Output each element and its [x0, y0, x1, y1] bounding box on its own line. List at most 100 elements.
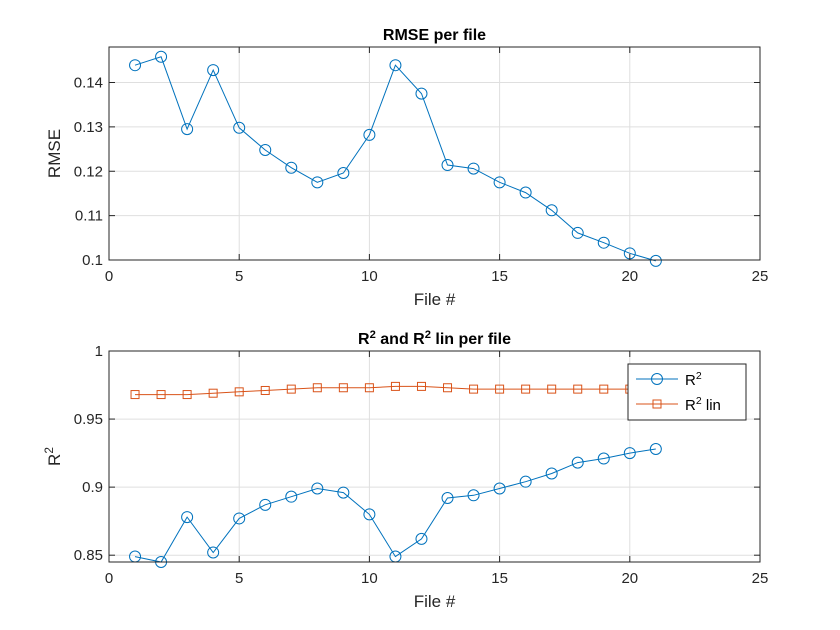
x-axis-label: File #: [414, 592, 456, 611]
data-point: [599, 384, 609, 394]
y-tick-label: 0.85: [74, 547, 103, 564]
x-tick-label: 25: [752, 570, 769, 587]
chart-title: R2 and R2 lin per file: [358, 329, 511, 348]
chart-title-part: R: [358, 331, 370, 348]
data-point: [208, 388, 218, 398]
data-point: [441, 159, 454, 172]
data-point: [312, 383, 322, 393]
x-axis-label: File #: [414, 290, 456, 309]
axes-box: [108, 46, 761, 261]
data-point: [286, 384, 296, 394]
x-tick-label: 20: [621, 268, 638, 285]
data-point: [467, 162, 480, 175]
data-point: [311, 482, 324, 495]
x-tick-label: 10: [361, 268, 378, 285]
data-point: [493, 482, 506, 495]
legend-swatch-marker: [652, 399, 662, 409]
data-point: [182, 390, 192, 400]
legend-entry-label-part: R: [685, 397, 696, 414]
y-tick-label: 0.95: [74, 411, 103, 428]
data-point: [155, 50, 168, 63]
data-point: [519, 186, 532, 199]
y-tick-label: 0.12: [74, 163, 103, 180]
data-point: [363, 128, 376, 141]
legend-swatch-marker: [651, 373, 663, 385]
chart-title-part: and R: [376, 331, 425, 348]
legend-entry-label-part: 2: [696, 370, 702, 382]
legend-entry-label: R2: [685, 370, 702, 389]
x-tick-label: 20: [621, 570, 638, 587]
y-tick-label: 0.1: [82, 252, 103, 269]
chart-title-part: 2: [425, 329, 431, 341]
x-tick-label: 25: [752, 268, 769, 285]
data-point: [181, 511, 194, 524]
data-point: [259, 143, 272, 156]
data-point: [649, 443, 662, 456]
y-axis-label-part: R: [45, 454, 64, 466]
data-point: [443, 383, 453, 393]
series-0-line: [134, 56, 656, 262]
data-point: [285, 490, 298, 503]
chart-title: RMSE per file: [383, 27, 486, 44]
data-point: [233, 121, 246, 134]
data-point: [441, 492, 454, 505]
data-point: [571, 226, 584, 239]
rmse-chart: 0 5 10 15 20 25 0.1 0.11 0.12 0.13 0.14 File # RMSE R…: [45, 27, 768, 309]
legend-entry-label-part: R: [685, 372, 696, 389]
legend-entry-label-part: lin: [702, 397, 721, 414]
y-axis-label: R2: [42, 447, 64, 466]
data-point: [649, 254, 662, 267]
y-tick-label: 0.11: [75, 208, 103, 225]
legend-box: [627, 363, 747, 421]
data-point: [181, 123, 194, 136]
data-point: [156, 390, 166, 400]
data-point: [467, 489, 480, 502]
data-point: [495, 384, 505, 394]
data-point: [260, 385, 270, 395]
data-point: [623, 447, 636, 460]
x-tick-label: 15: [491, 268, 508, 285]
data-point: [234, 387, 244, 397]
x-tick-label: 15: [491, 570, 508, 587]
data-point: [573, 384, 583, 394]
data-point: [337, 486, 350, 499]
data-point: [545, 467, 558, 480]
data-point: [259, 498, 272, 511]
x-tick-label: 5: [235, 268, 243, 285]
data-point: [519, 475, 532, 488]
data-point: [415, 532, 428, 545]
data-point: [571, 456, 584, 469]
data-point: [469, 384, 479, 394]
data-point: [597, 236, 610, 249]
chart-title-part: lin per file: [431, 331, 511, 348]
data-point: [207, 64, 220, 77]
x-tick-label: 0: [105, 570, 113, 587]
data-point: [390, 381, 400, 391]
x-tick-label: 0: [105, 268, 113, 285]
axes-box: [108, 350, 761, 563]
legend-entry-label: R2 lin: [685, 395, 721, 414]
data-point: [363, 508, 376, 521]
data-point: [129, 59, 142, 72]
data-point: [493, 176, 506, 189]
data-point: [233, 512, 246, 525]
y-tick-label: 0.14: [74, 75, 103, 92]
data-point: [597, 452, 610, 465]
chart-title-part: 2: [370, 329, 376, 341]
data-point: [521, 384, 531, 394]
data-point: [285, 161, 298, 174]
y-axis-label: RMSE: [45, 129, 64, 178]
data-point: [547, 384, 557, 394]
y-tick-label: 0.13: [74, 119, 103, 136]
data-point: [337, 167, 350, 180]
data-point: [415, 87, 428, 100]
data-point: [207, 546, 220, 559]
y-axis-label-part: 2: [42, 447, 56, 454]
data-point: [545, 204, 558, 217]
series-0-line: [134, 448, 656, 563]
y-tick-label: 0.9: [82, 479, 103, 496]
data-point: [364, 383, 374, 393]
